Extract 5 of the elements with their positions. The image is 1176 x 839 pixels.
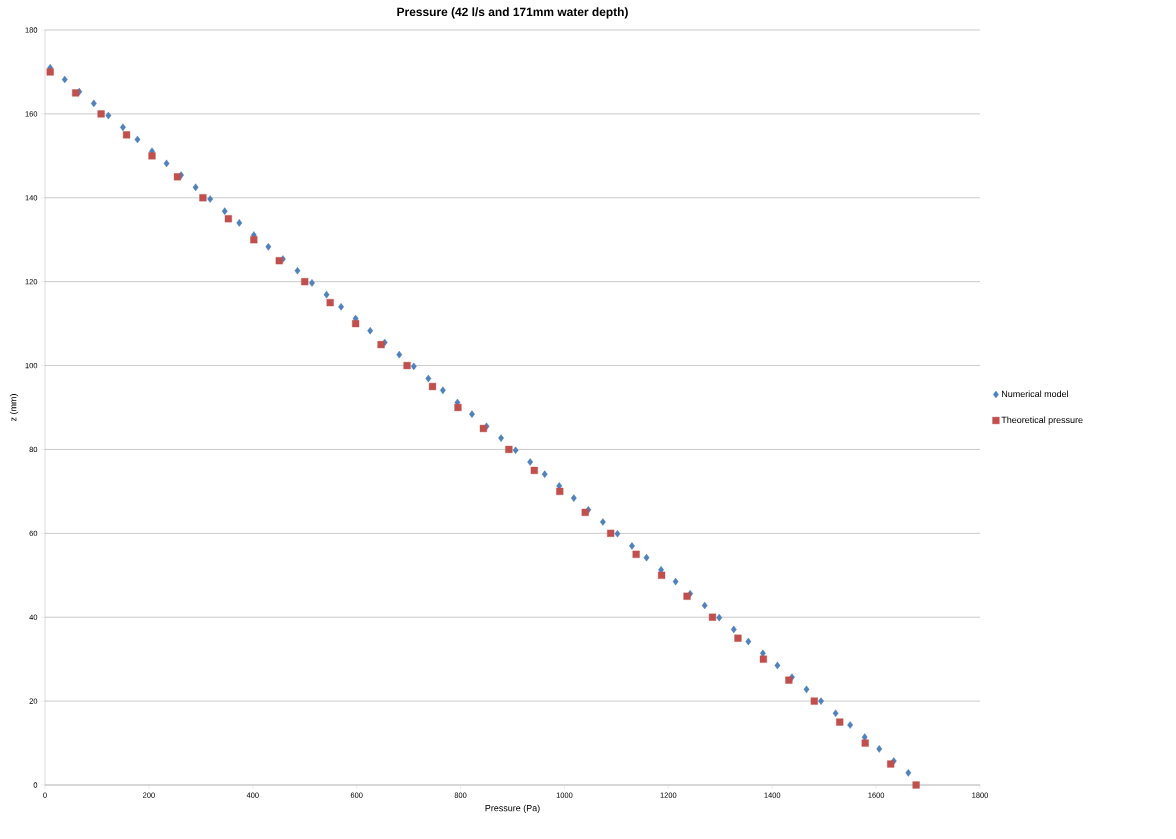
legend-label: Theoretical pressure	[1001, 416, 1083, 425]
chart-title: Pressure (42 l/s and 171mm water depth)	[397, 7, 628, 19]
y-axis-title: z (mm)	[9, 394, 19, 422]
legend-label: Numerical model	[1002, 390, 1068, 398]
x-axis-title: Pressure (Pa)	[485, 804, 540, 814]
